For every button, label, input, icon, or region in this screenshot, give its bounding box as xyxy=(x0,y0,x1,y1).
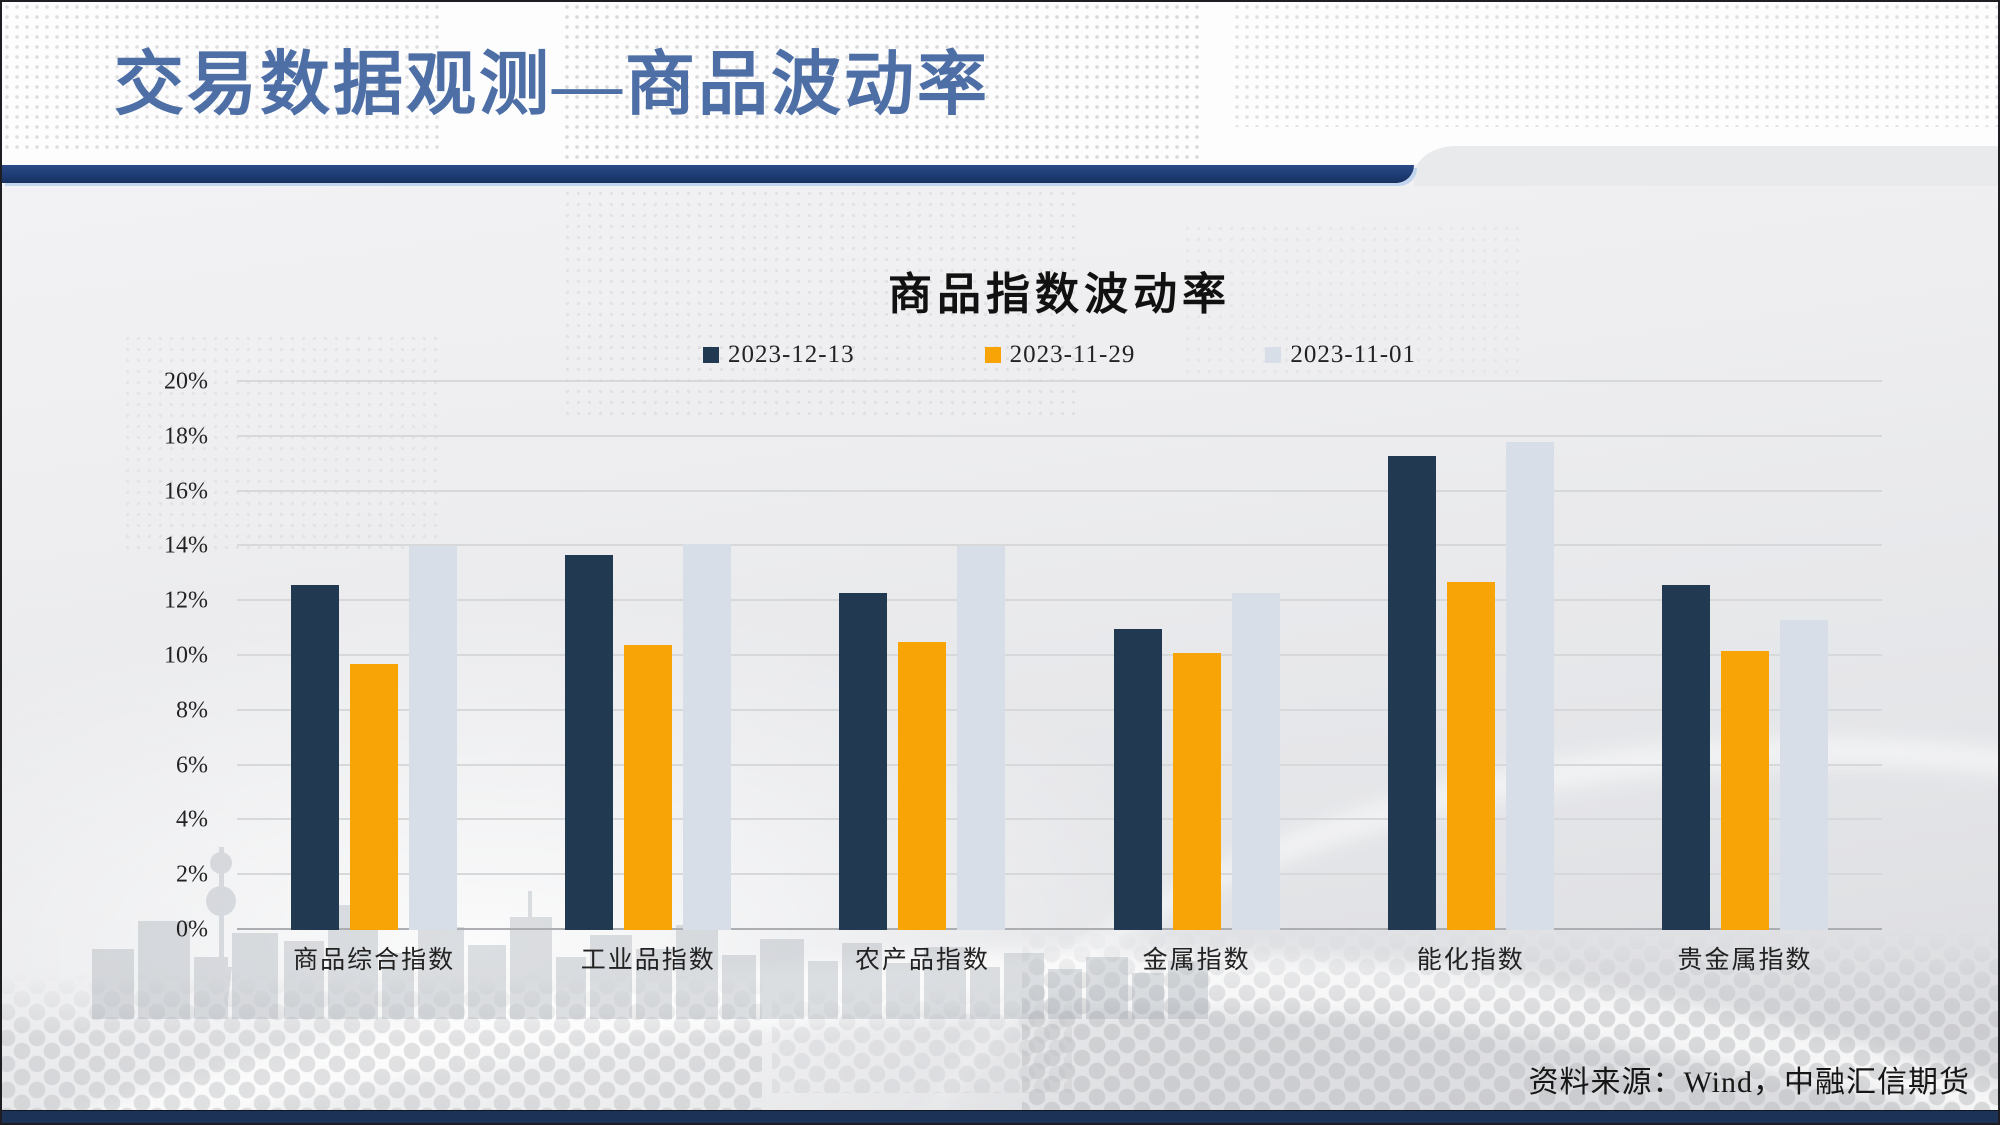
bar-group xyxy=(785,382,1059,930)
bottom-bar xyxy=(2,1110,1998,1123)
legend-item: 2023-12-13 xyxy=(702,341,855,369)
gridline xyxy=(237,434,1882,437)
slide-header: 交易数据观测—商品波动率 xyxy=(2,2,1998,165)
bar-2023-11-29 xyxy=(350,664,399,930)
halftone-dots-pattern xyxy=(1232,2,1998,127)
y-tick-label: 16% xyxy=(164,478,208,505)
source-note: 资料来源：Wind，中融汇信期货 xyxy=(1528,1066,1970,1099)
y-tick-label: 6% xyxy=(176,752,208,779)
bar-2023-11-29 xyxy=(898,642,947,930)
main-area: 商品指数波动率 2023-12-13 2023-11-29 2023-11-01 0… xyxy=(2,183,1998,1123)
legend-label: 2023-11-29 xyxy=(1009,341,1136,368)
gridline xyxy=(237,763,1882,766)
y-tick-label: 0% xyxy=(176,916,208,943)
gridline xyxy=(237,380,1882,382)
bar-2023-11-29 xyxy=(1720,650,1769,930)
skyline-silhouette xyxy=(92,847,1208,1019)
bar-2023-11-29 xyxy=(1446,582,1495,930)
y-tick-label: 2% xyxy=(176,861,208,888)
bar-group xyxy=(511,382,785,930)
bar-group xyxy=(237,382,511,930)
bar-2023-11-01 xyxy=(409,546,458,930)
x-axis-line xyxy=(237,928,1882,930)
halftone-dots-pattern xyxy=(562,2,1202,164)
world-map-dots xyxy=(562,188,1082,418)
legend-label: 2023-12-13 xyxy=(727,341,855,368)
y-axis: 0% 2% 4% 6% 8% 10% 12% 14% 16% 18% 20% xyxy=(122,369,222,943)
plot-area xyxy=(237,380,1882,930)
bar-2023-11-01 xyxy=(957,546,1006,930)
header-corner-curve xyxy=(1414,146,1998,186)
bar-group xyxy=(1608,382,1882,930)
x-category-label: 金属指数 xyxy=(1142,947,1251,974)
legend-item: 2023-11-29 xyxy=(984,341,1136,369)
bar-2023-12-13 xyxy=(1661,584,1710,930)
y-tick-label: 10% xyxy=(164,642,208,669)
gridline xyxy=(237,654,1882,656)
y-tick-label: 4% xyxy=(176,806,208,833)
honeycomb-pattern xyxy=(2,973,762,1118)
bar-2023-11-01 xyxy=(1779,620,1828,930)
title-underline-bar xyxy=(2,165,1414,183)
legend-swatch-icon xyxy=(1265,347,1282,363)
gridline xyxy=(237,489,1882,492)
y-tick-label: 12% xyxy=(164,587,208,614)
bar-2023-11-29 xyxy=(624,645,673,930)
world-map-dots xyxy=(122,333,442,553)
chart-legend: 2023-12-13 2023-11-29 2023-11-01 xyxy=(237,341,1882,369)
legend-item: 2023-11-01 xyxy=(1265,341,1416,369)
gridline xyxy=(237,818,1882,821)
bar-2023-11-01 xyxy=(1505,442,1554,930)
halftone-dots-pattern xyxy=(2,2,442,152)
gridline xyxy=(237,708,1882,711)
y-tick-label: 20% xyxy=(164,368,208,395)
x-category-label: 能化指数 xyxy=(1416,947,1525,974)
honeycomb-pattern xyxy=(772,983,1072,1093)
legend-swatch-icon xyxy=(702,347,719,363)
y-tick-label: 14% xyxy=(164,532,208,559)
bar-2023-12-13 xyxy=(565,554,614,930)
bar-2023-11-01 xyxy=(1231,592,1280,930)
bar-2023-12-13 xyxy=(839,592,888,930)
x-category-label: 贵金属指数 xyxy=(1677,947,1813,974)
gridline xyxy=(237,599,1882,602)
bar-2023-11-29 xyxy=(1172,653,1221,930)
x-category-label: 工业品指数 xyxy=(580,947,716,974)
y-tick-label: 8% xyxy=(176,697,208,724)
bar-2023-12-13 xyxy=(1387,455,1436,930)
legend-swatch-icon xyxy=(984,347,1001,363)
bar-group xyxy=(1060,382,1334,930)
world-map-dots xyxy=(1182,223,1522,373)
x-axis-labels: 商品综合指数 工业品指数 农产品指数 金属指数 能化指数 贵金属指数 xyxy=(237,940,1882,976)
page-title: 交易数据观测—商品波动率 xyxy=(114,47,990,124)
x-category-label: 商品综合指数 xyxy=(293,947,456,974)
bar-2023-12-13 xyxy=(291,584,340,930)
bar-group xyxy=(1334,382,1608,930)
gridline xyxy=(237,873,1882,876)
bar-groups xyxy=(237,382,1882,930)
chart-title: 商品指数波动率 xyxy=(888,270,1231,319)
bar-2023-12-13 xyxy=(1113,628,1162,930)
bar-2023-11-01 xyxy=(683,543,732,930)
gridline xyxy=(237,544,1882,547)
legend-label: 2023-11-01 xyxy=(1290,341,1417,368)
x-category-label: 农产品指数 xyxy=(854,947,990,974)
honeycomb-pattern xyxy=(1022,928,1998,1118)
y-tick-label: 18% xyxy=(164,423,208,450)
